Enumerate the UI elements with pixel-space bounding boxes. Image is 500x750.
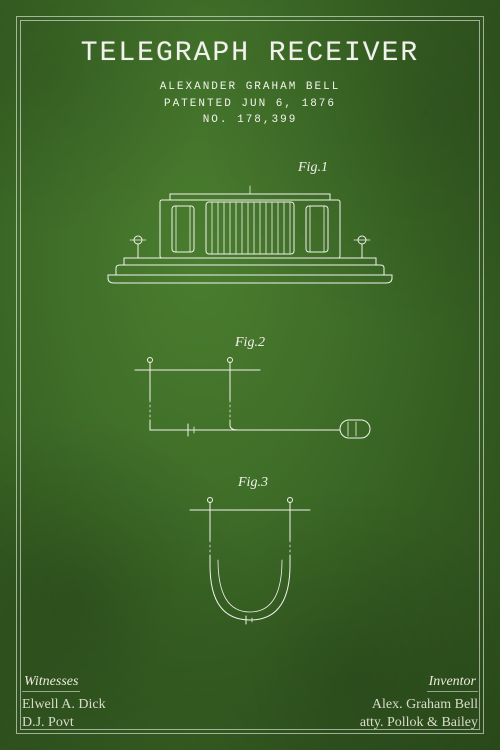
fig1-drawing <box>108 186 392 283</box>
attorney-signature: atty. Pollok & Bailey <box>360 714 478 732</box>
witness-2: D.J. Povt <box>22 714 106 732</box>
patent-poster: TELEGRAPH RECEIVER ALEXANDER GRAHAM BELL… <box>0 0 500 750</box>
patent-drawings <box>0 0 500 750</box>
fig2-drawing <box>135 358 370 439</box>
fig3-drawing <box>190 498 310 625</box>
witnesses-block: Witnesses Elwell A. Dick D.J. Povt <box>22 672 106 732</box>
inventor-heading: Inventor <box>427 674 478 692</box>
witness-1: Elwell A. Dick <box>22 696 106 714</box>
inventor-block: Inventor Alex. Graham Bell atty. Pollok … <box>360 672 478 732</box>
inventor-signature: Alex. Graham Bell <box>360 696 478 714</box>
witnesses-heading: Witnesses <box>22 674 80 692</box>
